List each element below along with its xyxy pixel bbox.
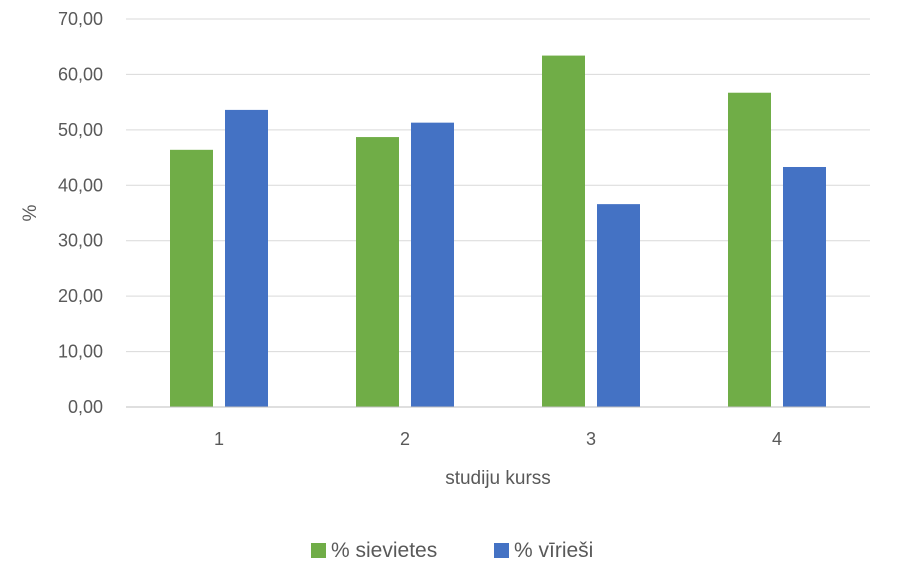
x-tick-label: 2 [400, 429, 410, 449]
x-axis-ticks: 1 2 3 4 [214, 429, 782, 449]
legend-label: % vīrieši [514, 539, 593, 562]
y-tick-label: 10,00 [58, 342, 103, 362]
y-axis-title: % [20, 204, 41, 221]
y-tick-label: 0,00 [68, 397, 103, 417]
y-tick-label: 70,00 [58, 9, 103, 29]
y-tick-label: 60,00 [58, 64, 103, 84]
legend-swatch [311, 543, 326, 558]
bar-virriesi-4 [783, 166, 826, 407]
x-axis-title: studiju kurss [445, 468, 551, 489]
bars [170, 55, 826, 407]
bar-sievietes-2 [356, 137, 399, 407]
bar-sievietes-3 [542, 55, 585, 407]
y-tick-label: 40,00 [58, 175, 103, 195]
y-tick-label: 50,00 [58, 120, 103, 140]
legend: % sievietes % vīrieši [311, 539, 593, 562]
y-axis-ticks: 0,00 10,00 20,00 30,00 40,00 50,00 60,00 70,00 [58, 9, 103, 417]
y-tick-label: 30,00 [58, 231, 103, 251]
legend-swatch [494, 543, 509, 558]
bar-sievietes-1 [170, 149, 213, 407]
bar-virriesi-2 [411, 122, 454, 407]
bar-virriesi-3 [597, 204, 640, 407]
x-tick-label: 4 [772, 429, 782, 449]
y-tick-label: 20,00 [58, 286, 103, 306]
bar-sievietes-4 [728, 92, 771, 407]
bar-virriesi-1 [225, 109, 268, 407]
legend-label: % sievietes [331, 539, 437, 562]
x-tick-label: 1 [214, 429, 224, 449]
x-tick-label: 3 [586, 429, 596, 449]
